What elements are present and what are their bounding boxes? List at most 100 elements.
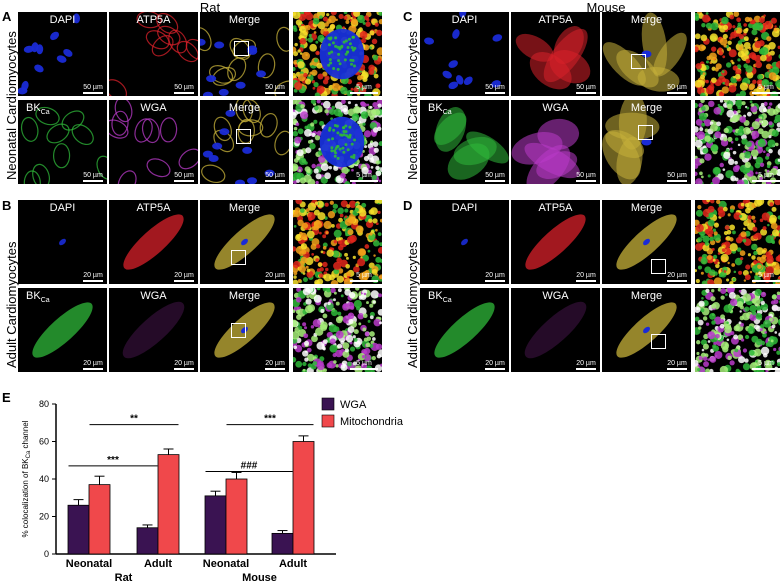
legend-swatch bbox=[321, 414, 335, 428]
scale-bar: 20 µm bbox=[174, 360, 194, 370]
micrograph-merge: Merge 50 µm bbox=[602, 100, 691, 184]
micrograph-label: Merge bbox=[630, 290, 663, 302]
scale-bar: 20 µm bbox=[576, 272, 596, 282]
micrograph-bk-zoom: 5 µm bbox=[695, 288, 780, 372]
significance-label: ### bbox=[241, 461, 258, 472]
group-category-label: Rat bbox=[115, 572, 133, 583]
bar-wga-3 bbox=[271, 532, 294, 555]
micrograph-label: WGA bbox=[140, 102, 167, 114]
zoom-region-box bbox=[650, 258, 666, 274]
scale-bar: 5 µm bbox=[752, 84, 780, 94]
micrograph-label: DAPI bbox=[451, 14, 478, 26]
micrograph-label: Merge bbox=[228, 14, 261, 26]
scale-bar: 20 µm bbox=[485, 360, 505, 370]
panel-letter-e: E bbox=[2, 390, 11, 405]
scale-bar: 5 µm bbox=[350, 360, 378, 370]
micrograph-atp5a-zoom: 5 µm bbox=[293, 12, 382, 96]
y-tick-label: 0 bbox=[44, 549, 49, 559]
species-title-rat: Rat bbox=[199, 0, 221, 15]
micrograph-label: Merge bbox=[228, 102, 261, 114]
scale-bar: 50 µm bbox=[485, 172, 505, 182]
micrograph-label: DAPI bbox=[49, 14, 76, 26]
micrograph-merge: Merge 20 µm bbox=[200, 288, 289, 372]
micrograph-label: DAPI bbox=[451, 202, 478, 214]
scale-bar: 5 µm bbox=[350, 272, 378, 282]
group-category-label: Mouse bbox=[242, 572, 277, 583]
zoom-region-box bbox=[231, 250, 247, 266]
scale-bar: 20 µm bbox=[174, 272, 194, 282]
micrograph-atp5a-zoom: 5 µm bbox=[695, 12, 780, 96]
row-label-adult-mouse: Adult Cardiomyocytes bbox=[405, 241, 420, 368]
bar-wga-0 bbox=[67, 504, 90, 555]
legend-swatch bbox=[321, 397, 335, 411]
scale-bar: 50 µm bbox=[667, 84, 687, 94]
micrograph-label: Merge bbox=[630, 102, 663, 114]
legend-label: Mitochondria bbox=[340, 416, 404, 428]
scale-bar: 5 µm bbox=[752, 360, 780, 370]
micrograph-label: Merge bbox=[228, 202, 261, 214]
scale-bar: 20 µm bbox=[83, 272, 103, 282]
zoom-region-box bbox=[637, 125, 653, 141]
micrograph-label: Merge bbox=[228, 290, 261, 302]
micrograph-label: WGA bbox=[140, 290, 167, 302]
y-tick-label: 80 bbox=[39, 399, 49, 409]
scale-bar: 50 µm bbox=[174, 84, 194, 94]
micrograph-wga: WGA 50 µm bbox=[109, 100, 198, 184]
y-tick-label: 20 bbox=[39, 512, 49, 522]
scale-bar: 5 µm bbox=[752, 172, 780, 182]
micrograph-label: BKCa bbox=[428, 290, 452, 305]
micrograph-bk-zoom: 5 µm bbox=[695, 100, 780, 184]
micrograph-bk: BKCa 20 µm bbox=[18, 288, 107, 372]
scale-bar: 50 µm bbox=[174, 172, 194, 182]
bar-mitochondria-3 bbox=[292, 441, 315, 555]
row-label-adult-rat: Adult Cardiomyocytes bbox=[4, 241, 19, 368]
micrograph-merge: Merge 20 µm bbox=[602, 288, 691, 372]
significance-label: *** bbox=[264, 414, 276, 425]
micrograph-label: ATP5A bbox=[538, 14, 573, 26]
micrograph-merge: Merge 20 µm bbox=[200, 200, 289, 284]
micrograph-label: Merge bbox=[630, 202, 663, 214]
x-tick-label: Neonatal bbox=[66, 558, 112, 570]
scale-bar: 50 µm bbox=[265, 172, 285, 182]
scale-bar: 20 µm bbox=[485, 272, 505, 282]
bar-wga-1 bbox=[136, 527, 159, 555]
bar-wga-2 bbox=[204, 495, 227, 555]
panel-letter-b: B bbox=[2, 198, 12, 213]
zoom-region-box bbox=[231, 323, 247, 339]
scale-bar: 50 µm bbox=[265, 84, 285, 94]
micrograph-dapi: DAPI 50 µm bbox=[18, 12, 107, 96]
micrograph-bk: BKCa 20 µm bbox=[420, 288, 509, 372]
micrograph-atp5a-zoom: 5 µm bbox=[695, 200, 780, 284]
micrograph-bk: BKCa 50 µm bbox=[18, 100, 107, 184]
scale-bar: 20 µm bbox=[667, 272, 687, 282]
scale-bar: 50 µm bbox=[83, 84, 103, 94]
micrograph-wga: WGA 20 µm bbox=[511, 288, 600, 372]
scale-bar: 20 µm bbox=[576, 360, 596, 370]
legend-label: WGA bbox=[340, 399, 367, 411]
row-label-neonatal-mouse: Neonatal Cardiomyocytes bbox=[405, 31, 420, 180]
zoom-region-box bbox=[233, 41, 249, 57]
scale-bar: 20 µm bbox=[667, 360, 687, 370]
y-axis-label: % colocalization of BKCa channel bbox=[21, 420, 32, 537]
scale-bar: 20 µm bbox=[265, 360, 285, 370]
micrograph-label: WGA bbox=[542, 102, 569, 114]
significance-label: *** bbox=[107, 455, 119, 466]
micrograph-dapi: DAPI 50 µm bbox=[420, 12, 509, 96]
y-tick-label: 40 bbox=[39, 474, 49, 484]
micrograph-merge: Merge 50 µm bbox=[200, 12, 289, 96]
micrograph-atp5a-zoom: 5 µm bbox=[293, 200, 382, 284]
significance-label: ** bbox=[130, 414, 138, 425]
scale-bar: 20 µm bbox=[83, 360, 103, 370]
row-label-neonatal-rat: Neonatal Cardiomyocytes bbox=[4, 31, 19, 180]
panel-letter-a: A bbox=[2, 9, 12, 24]
scale-bar: 5 µm bbox=[350, 84, 378, 94]
y-tick-label: 60 bbox=[39, 437, 49, 447]
micrograph-wga: WGA 50 µm bbox=[511, 100, 600, 184]
micrograph-atp5a: ATP5A 20 µm bbox=[511, 200, 600, 284]
micrograph-bk-zoom: 5 µm bbox=[293, 288, 382, 372]
micrograph-atp5a: ATP5A 20 µm bbox=[109, 200, 198, 284]
micrograph-label: WGA bbox=[542, 290, 569, 302]
scale-bar: 5 µm bbox=[752, 272, 780, 282]
x-tick-label: Neonatal bbox=[203, 558, 249, 570]
scale-bar: 50 µm bbox=[485, 84, 505, 94]
